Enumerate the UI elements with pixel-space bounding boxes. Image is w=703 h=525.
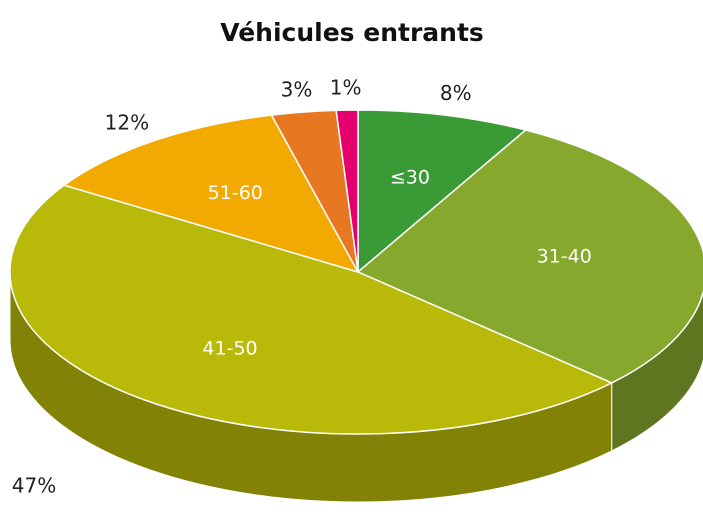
percent-label: 8% (440, 81, 472, 105)
pie-slice (62, 114, 360, 274)
pie-slice (356, 129, 703, 384)
slice-label: 31-40 (537, 245, 592, 267)
percent-label: 12% (105, 110, 149, 134)
pie-slice (335, 109, 359, 273)
chart-title: Véhicules entrants (220, 18, 484, 47)
slice-label: ≤30 (390, 166, 430, 188)
pie-slice (9, 184, 614, 435)
percent-label: 47% (12, 474, 56, 498)
slice-label: 41-50 (202, 337, 257, 359)
pie-slice (357, 109, 528, 274)
slice-label: 51-60 (208, 182, 263, 204)
percent-label: 1% (330, 76, 362, 100)
percent-label: 3% (281, 78, 313, 102)
